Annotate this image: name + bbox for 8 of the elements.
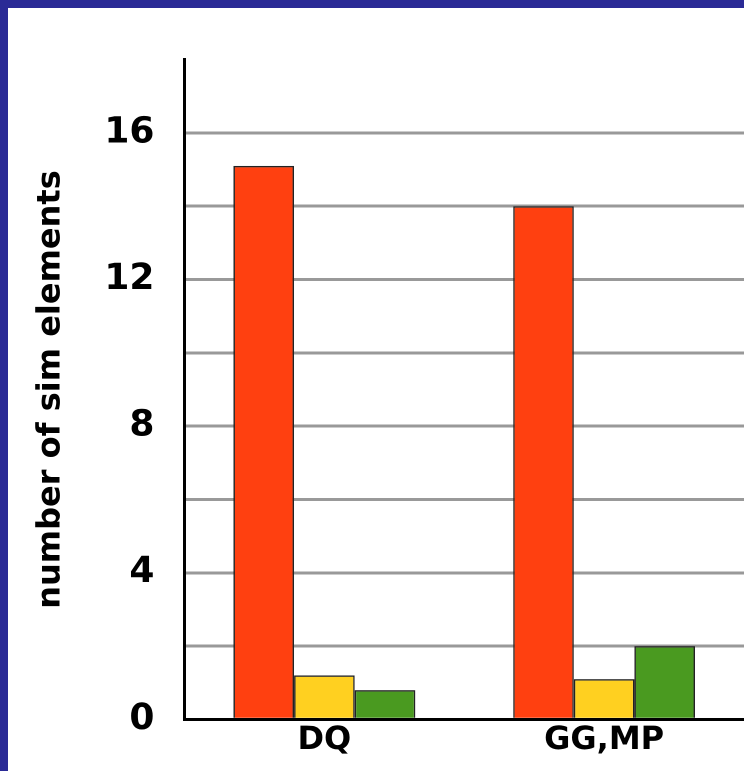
- x-tick-label: GG,MP: [544, 718, 664, 757]
- y-tick-label: 16: [104, 110, 154, 152]
- y-axis-title: number of sim elements: [30, 170, 68, 609]
- y-tick-label: 4: [129, 550, 154, 592]
- y-tick-label: 0: [129, 696, 154, 738]
- y-tick-label: 12: [104, 256, 154, 298]
- x-tick-label: DQ: [297, 718, 352, 757]
- y-tick-label: 8: [129, 404, 154, 445]
